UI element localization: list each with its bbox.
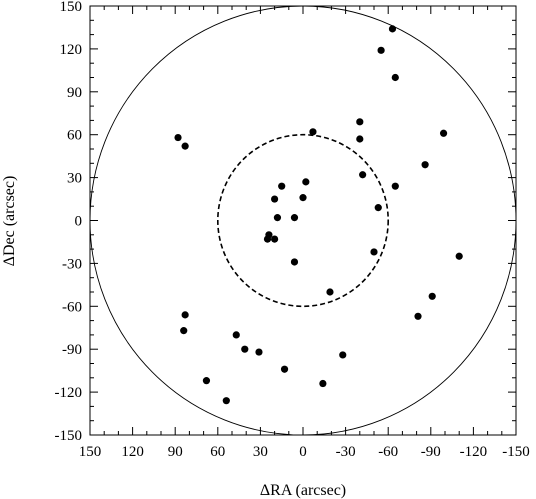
x-tick-label: -120 bbox=[460, 444, 488, 460]
data-points bbox=[174, 25, 463, 405]
y-tick-label: -90 bbox=[62, 342, 82, 358]
data-point bbox=[222, 397, 230, 405]
data-point bbox=[309, 128, 317, 136]
data-point bbox=[319, 379, 327, 388]
x-tick-label: -150 bbox=[502, 444, 530, 460]
data-point bbox=[273, 214, 282, 222]
x-tick-labels: 150 120 90 60 30 0 -30 -60 -90 -120 -150 bbox=[79, 444, 530, 460]
x-tick-label: -90 bbox=[421, 444, 441, 460]
x-tick-label: 30 bbox=[253, 444, 268, 460]
data-point bbox=[241, 345, 249, 353]
x-tick-label: 60 bbox=[210, 444, 225, 460]
x-axis-title: ΔRA (arcsec) bbox=[260, 482, 346, 499]
data-point bbox=[391, 73, 399, 82]
data-point bbox=[356, 135, 364, 143]
data-point bbox=[359, 171, 367, 179]
y-tick-label: -150 bbox=[55, 428, 83, 444]
x-tick-label: 90 bbox=[168, 444, 183, 460]
data-point bbox=[374, 204, 382, 212]
data-point bbox=[302, 178, 310, 186]
axis-ticks bbox=[89, 5, 517, 436]
data-point bbox=[455, 252, 463, 260]
outer-solid-circle bbox=[89, 5, 517, 436]
y-axis-title: ΔDec (arcsec) bbox=[1, 176, 18, 267]
x-tick-label: 0 bbox=[299, 444, 307, 460]
data-point bbox=[290, 214, 299, 222]
inner-dashed-circle bbox=[217, 133, 389, 308]
y-tick-label: -60 bbox=[62, 299, 82, 315]
data-point bbox=[290, 258, 299, 266]
data-point bbox=[181, 311, 189, 319]
data-point bbox=[174, 133, 182, 142]
y-tick-label: -30 bbox=[62, 256, 82, 272]
data-point bbox=[278, 182, 286, 190]
y-tick-label: 0 bbox=[75, 214, 83, 230]
data-point bbox=[180, 327, 188, 335]
data-point bbox=[263, 235, 272, 243]
y-tick-label: -120 bbox=[55, 385, 83, 401]
data-point bbox=[439, 129, 448, 137]
data-point bbox=[421, 161, 429, 169]
data-point bbox=[428, 292, 436, 300]
y-tick-label: 90 bbox=[67, 85, 82, 101]
y-tick-label: 60 bbox=[67, 128, 82, 144]
data-point bbox=[271, 195, 279, 203]
x-tick-label: 150 bbox=[79, 444, 102, 460]
y-tick-label: 30 bbox=[67, 171, 82, 187]
data-point bbox=[370, 248, 378, 256]
data-point bbox=[339, 351, 347, 359]
data-point bbox=[299, 194, 307, 202]
data-point bbox=[271, 235, 279, 243]
data-point bbox=[181, 142, 189, 150]
plot-frame bbox=[89, 5, 517, 436]
y-tick-labels: 150 120 90 60 30 0 -30 -60 -90 -120 -150 bbox=[55, 0, 83, 444]
data-point bbox=[232, 331, 240, 339]
x-tick-label: -30 bbox=[336, 444, 356, 460]
reference-circles bbox=[89, 5, 517, 436]
data-point bbox=[377, 46, 385, 54]
x-tick-label: -60 bbox=[378, 444, 398, 460]
data-point bbox=[356, 118, 364, 126]
data-point bbox=[326, 288, 334, 296]
y-tick-label: 150 bbox=[60, 0, 83, 15]
y-tick-label: 120 bbox=[60, 42, 83, 58]
data-point bbox=[391, 182, 399, 190]
data-point bbox=[255, 348, 263, 356]
data-point bbox=[388, 25, 397, 33]
data-point bbox=[202, 377, 211, 385]
plot-border bbox=[89, 5, 517, 436]
x-tick-label: 120 bbox=[121, 444, 144, 460]
data-point bbox=[280, 365, 289, 373]
data-point bbox=[414, 312, 422, 320]
